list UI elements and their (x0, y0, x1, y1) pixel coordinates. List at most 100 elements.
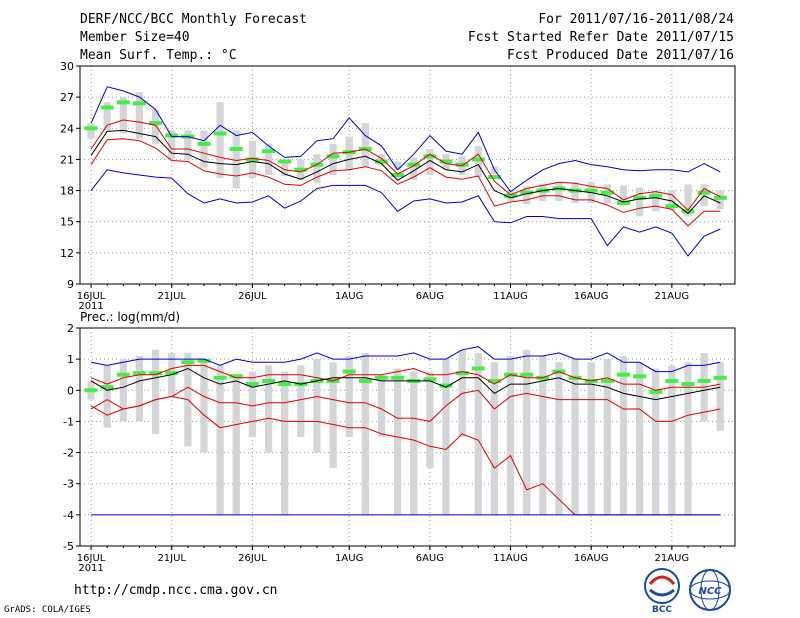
median-mark (245, 157, 259, 162)
range-box (281, 371, 289, 515)
median-mark (520, 372, 534, 377)
range-box (103, 102, 111, 131)
range-box (587, 362, 595, 515)
range-box (652, 368, 660, 515)
median-mark (471, 157, 485, 162)
median-mark (229, 147, 243, 152)
median-mark (633, 195, 647, 200)
member-size: Member Size=40 (80, 30, 190, 45)
range-box (474, 352, 482, 515)
logos: BCC NCC (644, 568, 731, 615)
series-line-max (90, 86, 721, 193)
median-mark (262, 378, 275, 383)
median-mark (487, 378, 501, 383)
median-mark (681, 382, 695, 387)
median-mark (713, 375, 727, 380)
median-mark (358, 378, 372, 383)
x-tick-label: 21AUG (655, 553, 690, 564)
series-line-p10 (90, 138, 721, 227)
range-box (248, 371, 257, 437)
range-box (297, 365, 305, 437)
median-mark (455, 371, 469, 376)
range-box (200, 362, 208, 453)
range-box (684, 362, 692, 515)
range-box (119, 97, 127, 134)
source-url[interactable]: http://cmdp.ncc.cma.gov.cn (74, 583, 278, 598)
x-tick-label: 6AUG (416, 291, 444, 302)
y-tick-label: 1 (67, 353, 74, 366)
median-mark (665, 378, 679, 383)
y-tick-label: 27 (60, 91, 74, 104)
y-tick-label: -5 (63, 540, 74, 553)
grads-credit: GrADS: COLA/IGES (4, 605, 91, 615)
range-box (377, 154, 386, 165)
median-mark (375, 375, 388, 380)
median-mark (697, 378, 711, 383)
range-box (216, 365, 224, 515)
range-box (426, 149, 434, 175)
range-box (232, 130, 240, 189)
y-tick-label: -2 (63, 447, 74, 460)
range-box (393, 161, 402, 170)
series-line-min (90, 169, 721, 257)
chart-title: DERF/NCC/BCC Monthly Forecast (80, 12, 307, 27)
median-mark (278, 382, 292, 387)
range-box (393, 368, 402, 515)
median-mark (391, 173, 405, 177)
range-box (87, 123, 95, 139)
range-box (619, 185, 628, 205)
y-tick-label: 15 (60, 216, 74, 229)
median-mark (294, 167, 308, 172)
range-box (668, 190, 676, 211)
x-tick-label: 6AUG (416, 553, 444, 564)
ncc-logo: NCC (689, 569, 731, 611)
bcc-logo: BCC (644, 568, 680, 615)
y-tick-label: -4 (63, 509, 74, 522)
x-tick-sublabel: 2011 (78, 563, 103, 574)
range-box (135, 356, 144, 422)
median-mark (181, 360, 195, 365)
median-mark (617, 372, 630, 377)
plot-frame (79, 65, 736, 285)
range-box (410, 157, 418, 181)
median-mark (84, 126, 98, 131)
median-mark (245, 382, 259, 387)
bcc-logo-text: BCC (652, 605, 672, 615)
ncc-logo-text: NCC (698, 586, 722, 597)
median-mark (471, 366, 485, 371)
range-box (555, 182, 563, 201)
variable-label: Mean Surf. Temp.: °C (80, 48, 237, 63)
median-mark (600, 190, 614, 195)
range-box (329, 362, 337, 469)
range-box (506, 356, 515, 515)
series-line-max (91, 346, 721, 373)
range-box (184, 130, 192, 160)
x-tick-label: 11AUG (493, 553, 528, 564)
median-mark (278, 159, 292, 164)
range-box (539, 356, 547, 515)
median-mark (713, 195, 727, 200)
y-tick-label: -3 (63, 478, 74, 491)
median-mark (649, 193, 663, 198)
y-tick-label: -1 (63, 415, 74, 428)
median-mark (439, 159, 453, 164)
series-line-p90 (90, 119, 721, 212)
range-box (635, 362, 644, 515)
y-tick-label: 24 (60, 122, 74, 135)
range-box (281, 159, 289, 177)
median-mark (326, 154, 340, 159)
median-mark (439, 383, 453, 388)
series-line-p10 (90, 386, 721, 422)
range-box (216, 102, 224, 179)
median-mark (617, 201, 630, 206)
range-box (539, 184, 547, 201)
y-tick-label: 2 (67, 322, 74, 335)
range-box (619, 356, 628, 515)
median-mark (213, 131, 227, 136)
median-mark (165, 133, 179, 138)
median-mark (165, 371, 179, 376)
range-box (135, 91, 144, 139)
range-box (571, 359, 579, 515)
